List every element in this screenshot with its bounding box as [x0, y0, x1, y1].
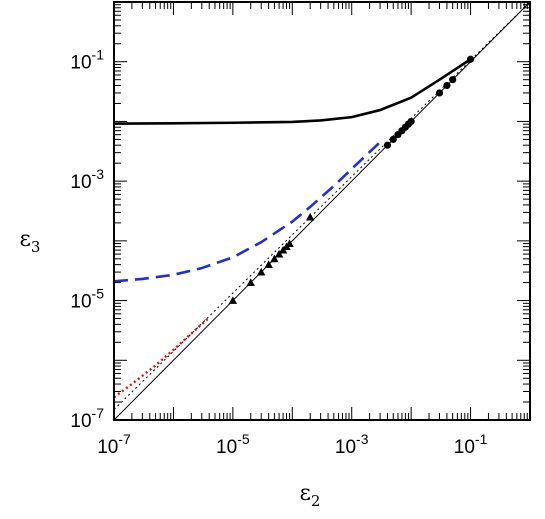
- circle-marker: [407, 117, 415, 126]
- x-tick-label-exponent: -5: [237, 431, 250, 447]
- x-tick-label-base: 10: [335, 437, 356, 458]
- x-tick-label-base: 10: [97, 437, 118, 458]
- triangle-marker: [305, 212, 315, 221]
- y-tick-label: 10-1: [70, 47, 104, 74]
- triangle-marker: [246, 278, 255, 286]
- y-axis-label: ε3: [20, 227, 41, 256]
- circle-marker: [443, 81, 451, 90]
- triangle-marker: [257, 267, 266, 276]
- y-tick-label-exponent: -3: [92, 166, 105, 182]
- plot-frame: [113, 1, 531, 421]
- x-axis-label-symbol: ε: [300, 481, 311, 506]
- y-tick-label-base: 10: [70, 411, 91, 432]
- x-tick-label: 10-1: [454, 431, 488, 458]
- circle-marker: [389, 135, 397, 144]
- series-line-4: [113, 1, 531, 421]
- x-tick-label: 10-7: [97, 431, 131, 458]
- y-tick-label-exponent: -5: [92, 286, 105, 302]
- triangle-marker: [264, 260, 273, 268]
- minor-ticks: [113, 2, 530, 421]
- y-tick-label: 10-3: [70, 166, 104, 193]
- x-tick-label-exponent: -3: [356, 431, 369, 447]
- y-tick-label-base: 10: [70, 292, 91, 313]
- triangle-marker: [274, 249, 284, 258]
- y-tick-label-exponent: -1: [92, 47, 105, 63]
- x-tick-label-base: 10: [216, 437, 237, 458]
- tick-labels: 10-7 10-5 10-3 10-110-710-510-310-1: [70, 47, 487, 458]
- y-axis-label-subscript: 3: [31, 238, 41, 256]
- x-tick-label-exponent: -7: [118, 431, 131, 447]
- series-line-1: [113, 58, 472, 125]
- circle-marker: [466, 55, 475, 63]
- series-line-5: [113, 1, 531, 410]
- y-tick-label-base: 10: [70, 53, 91, 74]
- triangle-marker: [228, 296, 238, 304]
- series-line-2: [113, 141, 381, 283]
- triangle-marker: [285, 239, 294, 247]
- x-tick-label-base: 10: [454, 437, 475, 458]
- circle-marker: [449, 76, 457, 84]
- y-tick-label-exponent: -7: [92, 405, 105, 421]
- circle-marker: [383, 141, 392, 149]
- y-axis-label-symbol: ε: [20, 227, 31, 252]
- circle-marker: [435, 89, 444, 97]
- x-axis-label: ε2: [300, 481, 321, 510]
- y-tick-label: 10-7: [70, 405, 104, 432]
- x-tick-label-exponent: -1: [475, 431, 488, 447]
- series-layer: [113, 1, 531, 421]
- y-tick-label: 10-5: [70, 286, 104, 313]
- x-tick-label: 10-5: [216, 431, 250, 458]
- triangle-marker: [270, 254, 279, 263]
- y-tick-label-base: 10: [70, 172, 91, 193]
- x-tick-label: 10-3: [335, 431, 369, 458]
- x-axis-label-subscript: 2: [311, 492, 321, 510]
